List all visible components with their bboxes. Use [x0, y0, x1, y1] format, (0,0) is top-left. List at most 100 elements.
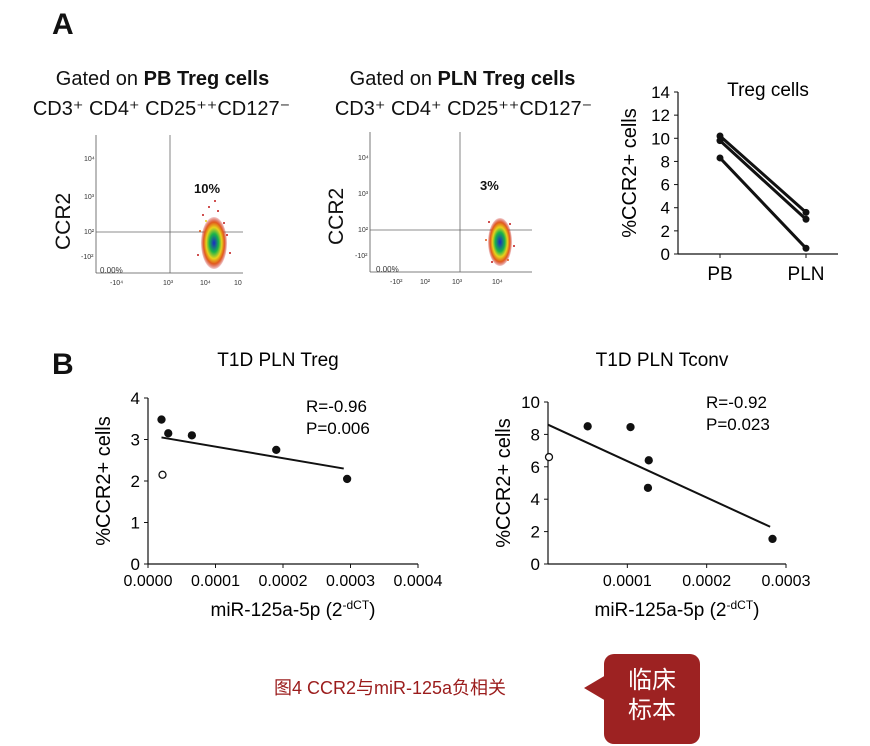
badge-line-2: 标本 [628, 697, 676, 724]
tconv-scatter-open-point [544, 452, 554, 462]
treg-chart-title: Treg cells [727, 80, 809, 101]
treg-xtick-label: PLN [788, 264, 825, 285]
tconv-scatter-title: T1D PLN Tconv [596, 350, 729, 371]
t1d-pln-treg-scatter: T1D PLN Treg 0 1 2 3 4 0.0000 0.0001 0.0002 0.000… [93, 350, 443, 621]
flow2-cell-cluster [488, 218, 512, 266]
flow1-markers: CD3⁺ CD4⁺ CD25⁺⁺CD127⁻ [32, 98, 291, 120]
treg-ytick-label: 8 [661, 152, 670, 171]
flow2-xtick-0: -10² [390, 279, 403, 286]
treg-scatter-point [272, 445, 281, 455]
treg-scatter-point [157, 415, 166, 424]
treg-scatter-ylabel: %CCR2+ cells [93, 416, 115, 545]
tconv-scatter-stat-0: R=-0.92 [706, 393, 767, 412]
tconv-scatter-xtick-label: 0.0003 [762, 573, 811, 590]
flow2-upper-right-pct: 3% [480, 178, 499, 193]
treg-xtick-label: PB [707, 264, 732, 285]
flow2-xtick-2: 10³ [452, 279, 463, 286]
tconv-scatter-point [643, 483, 653, 493]
flow1-ytick-0: 10⁴ [84, 156, 95, 163]
flow2-gate-title: Gated on PLN Treg cells [349, 68, 576, 90]
flow1-xtick-0: -10⁴ [110, 280, 123, 287]
flow1-ytick-2: 10² [84, 229, 95, 236]
treg-ytick-label: 14 [651, 83, 670, 102]
treg-scatter-xtick-label: 0.0001 [191, 573, 240, 590]
treg-scatter-xtick-label: 0.0003 [326, 573, 375, 590]
flow2-ylabel: CCR2 [325, 187, 348, 245]
tconv-scatter-point [626, 422, 635, 432]
treg-ylabel: %CCR2+ cells [619, 108, 641, 237]
treg-point [716, 137, 724, 145]
treg-point [716, 154, 724, 162]
treg-series-line [718, 156, 808, 250]
flow1-xtick-1: 10³ [163, 280, 174, 287]
tconv-scatter-ylabel: %CCR2+ cells [493, 418, 515, 547]
badge-line-1: 临床 [628, 667, 676, 694]
treg-scatter-fit-line [161, 436, 344, 470]
treg-scatter-ytick-label: 4 [131, 389, 140, 408]
treg-scatter-ytick-label: 1 [131, 514, 140, 533]
tconv-scatter-ytick-label: 0 [531, 555, 540, 574]
treg-scatter-xtick-label: 0.0002 [259, 573, 308, 590]
tconv-scatter-fit-line [547, 423, 771, 528]
treg-point [802, 215, 810, 223]
flow2-ytick-0: 10⁴ [358, 155, 369, 162]
treg-scatter-point [187, 431, 197, 440]
treg-ytick-label: 4 [661, 199, 670, 218]
tconv-scatter-ytick-label: 2 [531, 523, 540, 542]
flow1-ytick-1: 10³ [84, 194, 95, 201]
tconv-scatter-ytick-label: 10 [521, 393, 540, 412]
treg-scatter-xlabel: miR-125a-5p (2-dCT) [211, 598, 376, 621]
treg-ytick-label: 2 [661, 222, 670, 241]
flow1-gate-title: Gated on PB Treg cells [55, 68, 270, 90]
flow2-ytick-2: 10² [358, 227, 369, 234]
treg-ytick-label: 6 [661, 176, 670, 195]
treg-scatter-ytick-label: 3 [131, 431, 140, 450]
flow1-lower-left-pct: 0.00% [100, 266, 123, 275]
flow2-ytick-1: 10³ [358, 191, 369, 198]
flow2-xtick-3: 10⁴ [492, 279, 503, 286]
treg-paired-chart: Treg cells 0 2 4 6 8 10 12 14 PB PLN %CCR2+ cells [619, 80, 838, 285]
tconv-scatter-point [644, 456, 653, 465]
treg-series-line [719, 134, 807, 214]
tconv-scatter-ytick-label: 4 [531, 490, 540, 509]
flow1-ylabel: CCR2 [52, 192, 75, 250]
treg-point [802, 244, 810, 252]
treg-ytick-label: 10 [651, 129, 670, 148]
caption-arrow-icon [584, 675, 606, 701]
flow2-markers: CD3⁺ CD4⁺ CD25⁺⁺CD127⁻ [334, 98, 593, 120]
treg-ytick-label: 0 [661, 245, 670, 264]
flow-plot-pln: 10⁴ 10³ 10² -10² -10² 10² 10³ 10⁴ 3% 0.0… [355, 132, 532, 286]
treg-scatter-stat-1: P=0.006 [306, 419, 370, 438]
treg-scatter-xtick-label: 0.0004 [394, 573, 443, 590]
tconv-scatter-xtick-label: 0.0002 [682, 573, 731, 590]
flow2-xtick-1: 10² [420, 279, 431, 286]
flow1-cell-cluster [201, 217, 227, 269]
panel-label-b: B [52, 348, 74, 381]
tconv-scatter-ytick-label: 6 [531, 458, 540, 477]
treg-scatter-open-point [158, 470, 167, 479]
figure-caption: 图4 CCR2与miR-125a负相关 [274, 678, 507, 698]
treg-ytick-label: 12 [651, 106, 670, 125]
flow1-xtick-2: 10⁴ [200, 280, 211, 287]
treg-point [802, 208, 810, 216]
flow2-lower-left-pct: 0.00% [376, 265, 399, 274]
treg-series-line [718, 139, 808, 221]
panel-label-a: A [52, 8, 74, 41]
treg-scatter-point [164, 429, 173, 438]
treg-scatter-title: T1D PLN Treg [217, 350, 338, 371]
flow1-upper-right-pct: 10% [194, 181, 220, 196]
tconv-scatter-xtick-label: 0.0001 [603, 573, 652, 590]
flow-plot-pb: 10⁴ 10³ 10² -10² -10⁴ 10³ 10⁴ 10 10% 0.0… [81, 135, 243, 287]
t1d-pln-tconv-scatter: T1D PLN Tconv 0 2 4 6 8 10 0.0001 0.0002 0.0003mi… [493, 350, 811, 621]
tconv-scatter-xlabel: miR-125a-5p (2-dCT) [595, 598, 760, 621]
treg-scatter-xtick-label: 0.0000 [124, 573, 173, 590]
flow2-speckles [485, 221, 515, 263]
tconv-scatter-ytick-label: 8 [531, 425, 540, 444]
flow2-ytick-3: -10² [355, 253, 368, 260]
tconv-scatter-stat-1: P=0.023 [706, 415, 770, 434]
treg-scatter-ytick-label: 2 [131, 472, 140, 491]
tconv-scatter-point [583, 422, 592, 431]
flow1-ytick-3: -10² [81, 254, 94, 261]
treg-scatter-ytick-label: 0 [131, 555, 140, 574]
flow1-xtick-3: 10 [234, 280, 242, 287]
